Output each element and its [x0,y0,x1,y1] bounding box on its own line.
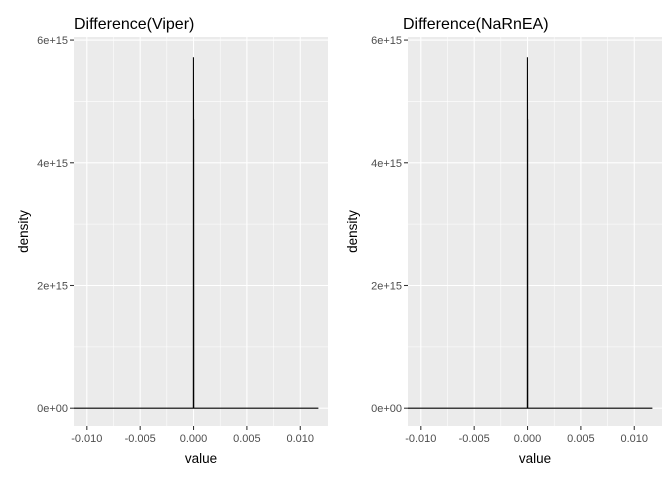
x-tick-label: 0.000 [180,433,208,445]
x-tick-label: 0.005 [233,433,261,445]
panel-background [408,37,662,426]
x-tick-label: 0.010 [620,433,648,445]
x-tick-label: -0.005 [459,433,490,445]
y-tick-label: 4e+15 [371,158,402,170]
y-axis-title: density [345,210,360,253]
y-tick-label: 2e+15 [371,280,402,292]
y-axis-title: density [16,210,31,253]
y-tick-label: 4e+15 [37,158,68,170]
x-tick-label: 0.000 [514,433,542,445]
x-tick-label: 0.010 [286,433,314,445]
y-tick-label: 0e+00 [37,403,68,415]
density-line-viper [74,57,319,409]
x-tick-label: -0.005 [125,433,156,445]
x-axis-title: value [519,451,551,466]
panel-narnea: -0.010 -0.005 0.000 0.005 0.010 0e+00 2e+15 4e+… [345,16,662,466]
x-tick-label: -0.010 [405,433,436,445]
y-tick-label: 0e+00 [371,403,402,415]
panel-background [74,37,328,426]
plot-title: Difference(Viper) [74,16,194,33]
y-tick-label: 2e+15 [37,280,68,292]
panel-viper: -0.010 -0.005 0.000 0.005 0.010 0e+00 2e+15 4e+… [16,16,328,466]
x-axis-title: value [185,451,217,466]
plot-title: Difference(NaRnEA) [403,16,549,33]
y-tick-label: 6e+15 [371,35,402,47]
y-tick-label: 6e+15 [37,35,68,47]
density-line-narnea [408,57,653,409]
x-tick-label: 0.005 [567,433,595,445]
x-tick-label: -0.010 [71,433,102,445]
